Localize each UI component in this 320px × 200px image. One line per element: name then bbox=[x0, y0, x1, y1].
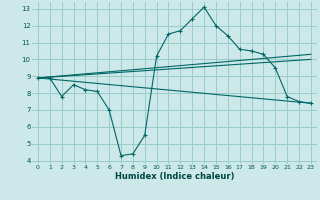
X-axis label: Humidex (Indice chaleur): Humidex (Indice chaleur) bbox=[115, 172, 234, 181]
